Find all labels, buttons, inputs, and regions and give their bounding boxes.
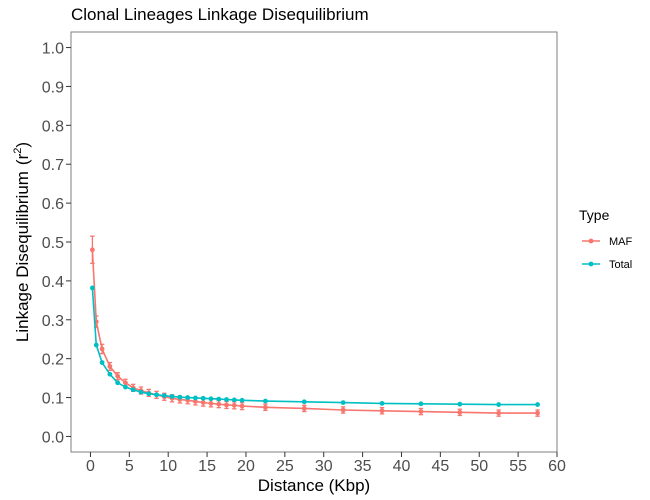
y-tick-label: 0.4 xyxy=(42,274,64,291)
data-point-maf xyxy=(200,400,206,406)
y-axis-label-open-paren: ( xyxy=(13,159,32,165)
x-tick-label: 60 xyxy=(548,458,566,475)
legend-marker-maf xyxy=(588,238,594,244)
data-point-maf xyxy=(535,410,540,416)
data-point-total xyxy=(146,391,152,397)
x-tick-label: 25 xyxy=(276,458,294,475)
legend-items: MAF Total xyxy=(582,236,633,271)
data-point-total xyxy=(239,397,245,403)
data-point-maf xyxy=(301,406,307,411)
data-point-total xyxy=(123,384,128,390)
data-point-maf xyxy=(107,364,113,369)
data-point-maf xyxy=(216,401,222,407)
data-point-total xyxy=(379,400,385,406)
y-tick-label: 0.1 xyxy=(42,391,64,408)
y-tick-label: 1.0 xyxy=(42,41,64,58)
x-tick-label: 55 xyxy=(509,458,527,475)
data-point-maf xyxy=(418,409,424,414)
x-tick-label: 20 xyxy=(237,458,255,475)
x-tick-label: 5 xyxy=(125,458,134,475)
x-tick-label: 40 xyxy=(393,458,411,475)
legend: Type MAF Total xyxy=(579,207,633,271)
data-point-total xyxy=(200,395,206,401)
x-axis: 0 5 10 15 20 25 30 35 40 45 50 55 60 xyxy=(86,452,566,475)
y-axis-label-text: Linkage Disequilibrium xyxy=(13,171,32,342)
legend-title: Type xyxy=(579,207,610,223)
y-axis-label-symbol: r xyxy=(13,153,32,159)
series-line-total xyxy=(91,287,538,406)
data-point-total xyxy=(169,393,175,399)
y-axis: 0.0 0.1 0.2 0.3 0.4 0.5 0.6 0.7 0.8 0.9 1.0 xyxy=(42,41,71,446)
y-tick-label: 0.7 xyxy=(42,157,64,174)
data-point-total xyxy=(340,400,346,406)
data-point-maf xyxy=(239,403,245,409)
data-point-maf xyxy=(224,402,229,408)
data-point-maf xyxy=(263,404,268,410)
data-point-total xyxy=(208,396,214,402)
y-tick-label: 0.5 xyxy=(42,235,64,252)
data-point-total xyxy=(231,397,237,403)
data-point-total xyxy=(418,401,424,407)
data-point-total xyxy=(216,396,222,402)
y-tick-label: 0.8 xyxy=(42,118,64,135)
data-point-total xyxy=(301,399,307,405)
x-tick-label: 45 xyxy=(431,458,449,475)
x-axis-label: Distance (Kbp) xyxy=(258,476,370,495)
data-point-maf xyxy=(193,399,198,404)
data-point-total xyxy=(177,394,183,400)
data-point-total xyxy=(185,395,191,400)
data-point-maf xyxy=(457,409,463,415)
data-point-total xyxy=(224,397,229,402)
y-axis-label-close-paren: ) xyxy=(13,142,32,148)
legend-item-maf: MAF xyxy=(582,236,633,248)
data-point-maf xyxy=(340,407,346,413)
data-point-total xyxy=(263,398,268,404)
y-tick-label: 0.3 xyxy=(42,313,64,330)
data-point-maf xyxy=(496,410,502,416)
legend-label-total: Total xyxy=(609,259,632,271)
x-tick-label: 50 xyxy=(470,458,488,475)
series-maf xyxy=(89,235,540,417)
series-line-maf xyxy=(91,249,538,414)
data-point-maf xyxy=(379,408,385,414)
data-point-total xyxy=(115,380,121,386)
data-point-total xyxy=(89,285,95,291)
plot-area xyxy=(89,235,540,417)
y-axis-label-superscript: 2 xyxy=(12,148,24,154)
x-tick-label: 10 xyxy=(159,458,177,475)
legend-item-total: Total xyxy=(582,259,632,271)
x-tick-label: 30 xyxy=(315,458,333,475)
x-tick-label: 15 xyxy=(198,458,216,475)
x-tick-label: 35 xyxy=(354,458,372,475)
legend-label-maf: MAF xyxy=(609,236,633,248)
data-point-total xyxy=(457,401,463,407)
data-point-total xyxy=(161,393,167,399)
data-point-maf xyxy=(99,346,105,352)
series-total xyxy=(89,285,540,407)
data-point-total xyxy=(496,402,502,407)
legend-marker-total xyxy=(588,261,594,267)
data-point-maf xyxy=(208,400,214,406)
data-point-total xyxy=(107,371,113,377)
data-point-maf xyxy=(115,373,121,379)
chart-title: Clonal Lineages Linkage Disequilibrium xyxy=(71,5,369,24)
data-point-total xyxy=(535,402,540,407)
data-point-total xyxy=(154,392,159,398)
y-axis-label: Linkage Disequilibrium (r2) xyxy=(12,142,32,342)
y-tick-label: 0.9 xyxy=(42,79,64,96)
y-tick-label: 0.0 xyxy=(42,429,64,446)
plot-frame xyxy=(70,31,558,453)
data-point-total xyxy=(193,395,198,401)
data-point-total xyxy=(93,342,99,348)
data-point-total xyxy=(99,360,105,365)
data-point-maf xyxy=(231,402,237,408)
y-tick-label: 0.6 xyxy=(42,196,64,213)
data-point-maf xyxy=(89,247,95,253)
data-point-total xyxy=(138,389,144,395)
y-tick-label: 0.2 xyxy=(42,352,64,369)
x-tick-label: 0 xyxy=(86,458,95,475)
data-point-total xyxy=(130,387,136,393)
data-point-maf xyxy=(123,380,128,386)
